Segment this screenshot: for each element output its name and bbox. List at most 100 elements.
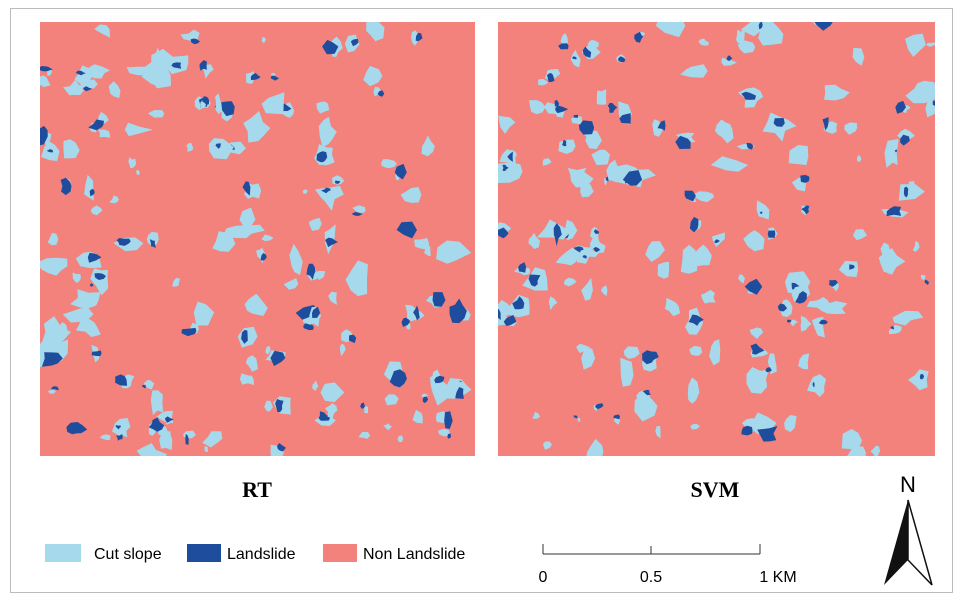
- landslide-patch: [89, 188, 95, 197]
- landslide-patch: [277, 443, 286, 452]
- cut-slope-patch: [270, 72, 276, 76]
- cut-slope-patch: [283, 278, 299, 290]
- cut-slope-patch: [172, 277, 181, 287]
- cut-slope-patch: [320, 382, 345, 403]
- landslide-patch: [422, 396, 429, 403]
- cut-slope-patch: [680, 64, 708, 78]
- north-arrow: [884, 499, 933, 586]
- landslide-patch: [818, 319, 828, 325]
- landslide-patch: [593, 229, 600, 234]
- cut-slope-patch: [74, 65, 94, 86]
- landslide-patch: [886, 206, 902, 217]
- cut-slope-patch: [709, 339, 721, 366]
- cut-slope-patch: [790, 319, 798, 327]
- rt-map: [40, 22, 475, 456]
- cut-slope-patch: [807, 374, 827, 397]
- cut-slope-patch: [548, 296, 558, 311]
- landslide-patch: [46, 149, 53, 153]
- landslide-patch: [787, 319, 792, 323]
- cut-slope-patch: [580, 184, 594, 198]
- cut-slope-patch: [358, 431, 371, 439]
- cut-slope-patch: [920, 274, 926, 280]
- cut-slope-patch: [308, 217, 322, 231]
- landslide-patch: [518, 262, 527, 273]
- landslide-patch: [360, 402, 365, 409]
- cut-slope-patch: [314, 270, 326, 281]
- landslide-patch: [241, 329, 248, 344]
- cut-slope-patch: [532, 411, 541, 419]
- cut-slope-patch: [558, 139, 576, 154]
- cut-slope-patch: [324, 403, 338, 419]
- cut-slope-patch: [312, 380, 319, 391]
- cut-slope-patch: [141, 48, 174, 87]
- landslide-patch: [199, 60, 207, 71]
- svm-map: [498, 22, 935, 456]
- cut-slope-patch: [439, 379, 472, 399]
- landslide-patch: [814, 22, 833, 31]
- landslide-patch: [66, 422, 88, 435]
- cut-slope-patch: [693, 191, 715, 203]
- landslide-patch: [60, 177, 72, 196]
- cut-slope-patch: [146, 231, 159, 246]
- cut-slope-patch: [623, 346, 640, 359]
- cut-slope-patch: [889, 324, 902, 335]
- landslide-patch: [270, 75, 280, 81]
- cut-slope-patch: [645, 241, 665, 262]
- cut-slope-patch: [366, 22, 385, 42]
- cut-slope-patch: [397, 435, 404, 442]
- landslide-patch: [447, 433, 452, 439]
- panel-label: RT: [242, 477, 272, 502]
- landslide-patch: [275, 399, 284, 413]
- cut-slope-patch: [586, 438, 604, 456]
- landslide-patch: [622, 170, 643, 186]
- landslide-patch: [141, 384, 146, 389]
- cut-slope-patch: [112, 417, 131, 436]
- cut-slope-patch: [680, 244, 698, 274]
- cut-slope-patch: [339, 343, 346, 357]
- landslide-patch: [800, 174, 810, 183]
- cut-slope-patch: [756, 200, 770, 220]
- cut-slope-patch: [581, 348, 596, 370]
- cut-slope-patch: [847, 445, 866, 456]
- cut-slope-patch: [746, 367, 770, 394]
- cut-slope-patch: [655, 425, 661, 439]
- landslide-patch: [389, 369, 407, 388]
- cut-slope-patch: [912, 240, 920, 252]
- cut-slope-patch: [657, 261, 670, 279]
- cut-slope-patch: [581, 277, 593, 301]
- cut-slope-patch: [710, 156, 749, 172]
- north-label: N: [900, 472, 916, 497]
- landslide-patch: [449, 298, 467, 324]
- cut-slope-patch: [577, 417, 581, 422]
- cut-slope-patch: [838, 260, 859, 277]
- landslide-patch: [512, 296, 525, 310]
- landslide-patch: [714, 239, 720, 244]
- cut-slope-patch: [383, 423, 393, 431]
- cut-slope-patch: [841, 429, 863, 450]
- cut-slope-patch: [108, 81, 121, 98]
- cut-slope-patch: [806, 297, 830, 313]
- landslide-patch: [932, 100, 935, 107]
- scale-label: 0.5: [640, 569, 662, 586]
- landslide-patch: [607, 102, 618, 113]
- cut-slope-patch: [265, 346, 271, 355]
- landslide-patch: [413, 305, 420, 321]
- landslide-patch: [684, 190, 696, 202]
- legend-label: Non Landslide: [363, 546, 465, 563]
- cut-slope-patch: [538, 78, 549, 86]
- landslide-patch: [83, 86, 93, 92]
- cut-slope-patch: [596, 89, 607, 105]
- landslide-patch: [593, 247, 601, 253]
- cut-slope-patch: [239, 373, 255, 386]
- cut-slope-patch: [800, 315, 812, 332]
- cut-slope-patch: [318, 116, 337, 148]
- cut-slope-patch: [852, 47, 865, 66]
- cut-slope-patch: [109, 195, 119, 204]
- landslide-patch: [573, 114, 578, 118]
- cut-slope-patch: [700, 289, 716, 304]
- landslide-patch: [322, 39, 339, 55]
- cut-slope-patch: [712, 232, 725, 247]
- landslide-patch: [572, 56, 577, 60]
- landslide-patch: [434, 375, 445, 384]
- cut-slope-patch: [136, 443, 168, 456]
